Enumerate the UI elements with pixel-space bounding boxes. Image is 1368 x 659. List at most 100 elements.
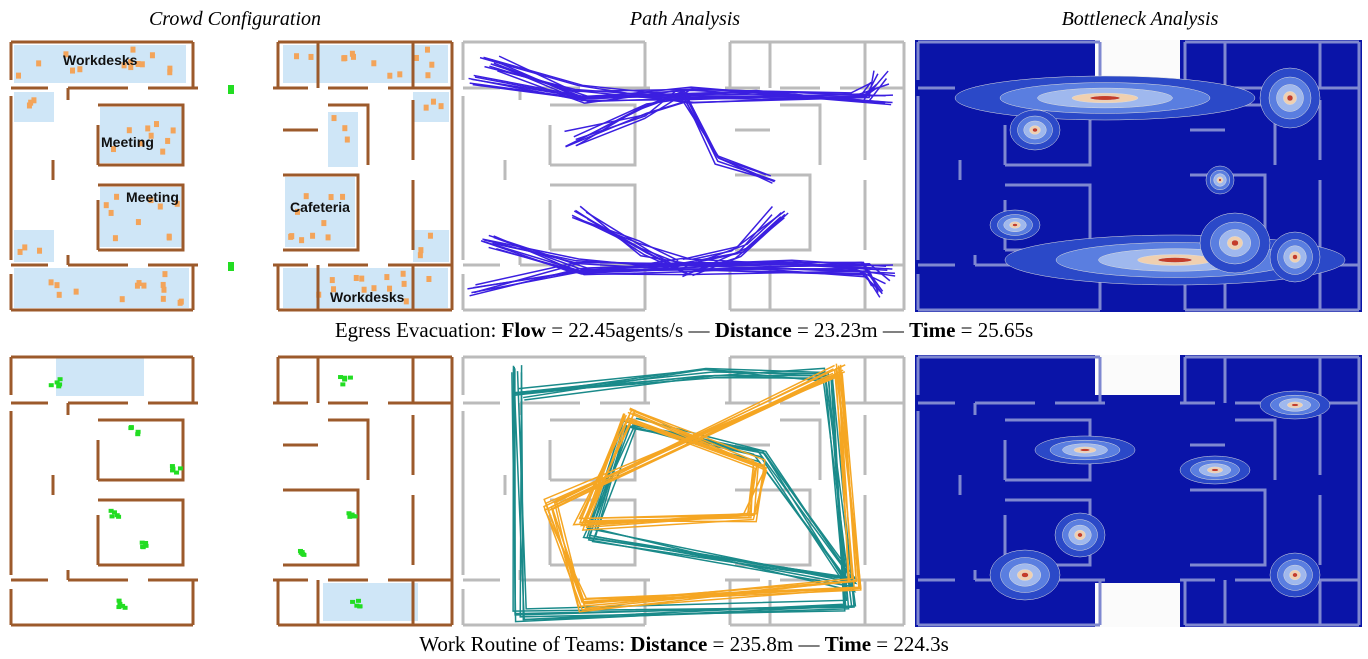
agent [167,66,172,72]
agent [141,283,146,289]
room-fill [56,358,144,396]
column-title: Path Analysis [460,8,910,31]
agent [135,283,140,289]
room-label: Workdesks [330,289,405,305]
agent [401,271,406,277]
density-contour [1090,96,1120,100]
agent [439,103,444,109]
agent [294,53,299,59]
density-contour [1212,469,1219,472]
agent [160,149,165,155]
agent [37,248,42,254]
agent [350,600,355,604]
agent [22,244,27,250]
agent [161,296,166,302]
agent-group [228,85,234,94]
agent [74,289,79,295]
agent [113,235,118,241]
density-contour [1158,258,1192,263]
agent [431,99,436,105]
agent [116,515,121,519]
caption-part: Distance [715,318,792,342]
room-label: Meeting [126,189,179,205]
density-contour [1292,404,1299,407]
agent-group [228,262,234,271]
agent [348,376,353,380]
agent [109,210,114,216]
agent [301,553,306,557]
agent [418,247,423,253]
agent [114,194,119,200]
caption-part: Egress Evacuation: [335,318,497,342]
agent [354,604,359,608]
agent [167,234,172,240]
density-contour [1293,573,1298,577]
density-contour [1013,224,1018,227]
density-contour [1080,449,1090,452]
agent [310,233,315,239]
page: Crowd Configuration Path Analysis Bottle… [0,0,1368,659]
agent [120,604,125,608]
column-title: Crowd Configuration [10,8,460,31]
agent [384,274,389,280]
path-analysis-panel [460,355,907,627]
caption-part: = 224.3s [876,632,949,656]
agent [136,219,141,225]
agent [57,292,62,298]
agent [36,60,41,66]
agent [178,466,183,470]
agent [145,125,150,131]
agent [342,125,347,131]
column-title: Bottleneck Analysis [915,8,1365,31]
agent [426,276,431,282]
density-contour [1033,128,1038,132]
caption-part: — [798,632,819,656]
density-contour [1022,573,1029,578]
agent [135,432,140,436]
agent [161,287,166,293]
agent [397,71,402,77]
agent [171,127,176,133]
path-analysis-panel [460,40,907,312]
caption-part: — [883,318,904,342]
caption-part: Distance [630,632,707,656]
agent [425,72,430,78]
agent [350,51,355,57]
agent [49,279,54,285]
agent [178,300,183,306]
density-contour [1078,533,1083,537]
agent [162,271,167,277]
caption: Work Routine of Teams: Distance = 235.8m… [0,632,1368,657]
trajectory [682,93,769,180]
agent [428,233,433,239]
trajectory [589,421,853,587]
agent [110,514,115,518]
agent [346,511,351,515]
caption-part: Time [825,632,871,656]
agent [321,220,326,226]
agent [49,383,54,387]
agent [356,599,361,603]
agent [359,276,364,282]
agent [424,105,429,111]
agent [299,237,304,243]
agent [104,202,109,208]
agent [402,281,407,287]
agent [129,425,134,429]
room-label: Cafeteria [290,199,350,215]
caption-part: = 235.8m [713,632,794,656]
agent [425,47,430,53]
agent [154,121,159,127]
agent [27,102,32,108]
agent [332,115,337,121]
agent [150,52,155,58]
agent [404,298,409,304]
agent [70,68,75,74]
crowd-configuration-panel: Workdesks Meeting Meeting Cafeteria Work… [8,40,455,312]
agent [341,55,346,61]
agent [54,282,59,288]
agent [165,138,170,144]
density-contour [1219,179,1222,182]
caption-part: Work Routine of Teams: [419,632,625,656]
caption-part: — [688,318,709,342]
